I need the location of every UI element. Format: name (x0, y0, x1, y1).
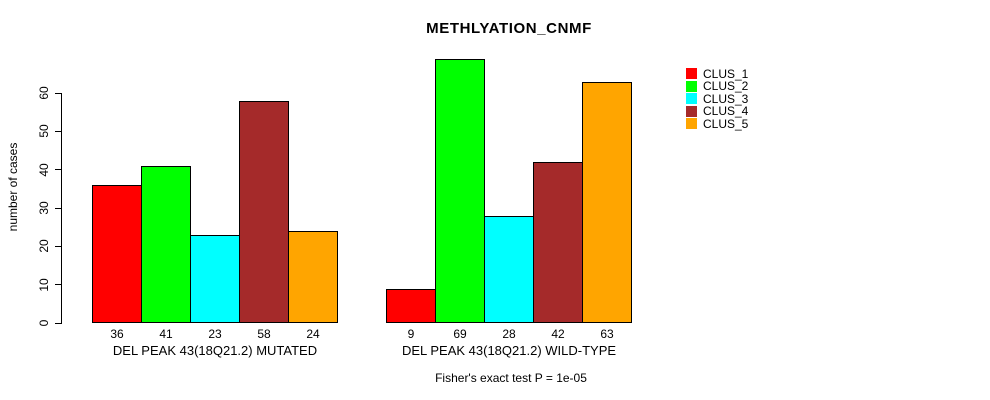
bar-clus_4-group1 (239, 100, 289, 323)
y-tick-label: 10 (37, 277, 51, 292)
bar-clus_1-group2 (386, 288, 436, 323)
bar-value-label: 41 (159, 327, 173, 341)
y-tick-label: 50 (37, 124, 51, 139)
bar-value-label: 23 (208, 327, 222, 341)
legend-label: CLUS_5 (703, 116, 749, 131)
y-tick-mark (55, 322, 62, 324)
bar-clus_1-group1 (92, 185, 142, 323)
legend-swatch (686, 118, 697, 130)
legend-label: CLUS_2 (703, 79, 749, 94)
y-tick-mark (55, 92, 62, 94)
y-axis-label: number of cases (6, 142, 20, 232)
y-tick-label: 40 (37, 162, 51, 177)
legend-item-clus_2: CLUS_2 (686, 79, 749, 94)
y-tick-label: 30 (37, 201, 51, 215)
fisher-test-annotation: Fisher's exact test P = 1e-05 (435, 371, 587, 385)
bar-clus_5-group2 (582, 81, 632, 323)
bar-value-label: 42 (551, 327, 565, 341)
bar-value-label: 36 (110, 327, 124, 341)
legend-item-clus_3: CLUS_3 (686, 91, 749, 106)
bar-clus_3-group1 (190, 234, 240, 323)
bar-value-label: 58 (257, 327, 271, 341)
y-tick-label: 60 (37, 86, 51, 100)
legend-label: CLUS_3 (703, 91, 749, 106)
y-tick-label: 20 (37, 239, 51, 254)
y-tick-mark (55, 207, 62, 209)
bar-value-label: 63 (600, 327, 614, 341)
legend-item-clus_1: CLUS_1 (686, 66, 749, 81)
bar-value-label: 69 (453, 327, 467, 341)
y-tick-mark (55, 245, 62, 247)
bar-clus_5-group1 (288, 231, 338, 323)
y-tick-mark (55, 130, 62, 132)
legend-swatch (686, 80, 697, 92)
group-label: DEL PEAK 43(18Q21.2) MUTATED (112, 343, 318, 358)
legend-label: CLUS_1 (703, 66, 749, 81)
y-tick-mark (55, 169, 62, 171)
legend-item-clus_4: CLUS_4 (686, 104, 749, 119)
bar-value-label: 24 (306, 327, 320, 341)
bar-clus_2-group1 (141, 165, 191, 323)
legend-swatch (686, 93, 697, 105)
y-axis-line (61, 93, 62, 324)
legend-item-clus_5: CLUS_5 (686, 116, 749, 131)
bar-clus_2-group2 (435, 58, 485, 323)
legend-swatch (686, 68, 697, 79)
bar-clus_4-group2 (533, 162, 583, 323)
bar-clus_3-group2 (484, 215, 534, 323)
legend-label: CLUS_4 (703, 104, 749, 119)
bar-value-label: 9 (407, 327, 415, 341)
y-tick-mark (55, 284, 62, 286)
chart-title: METHLYATION_CNMF (426, 20, 592, 37)
legend-swatch (686, 105, 697, 117)
bar-value-label: 28 (502, 327, 516, 341)
y-tick-label: 0 (37, 319, 51, 327)
group-label: DEL PEAK 43(18Q21.2) WILD-TYPE (401, 343, 617, 358)
